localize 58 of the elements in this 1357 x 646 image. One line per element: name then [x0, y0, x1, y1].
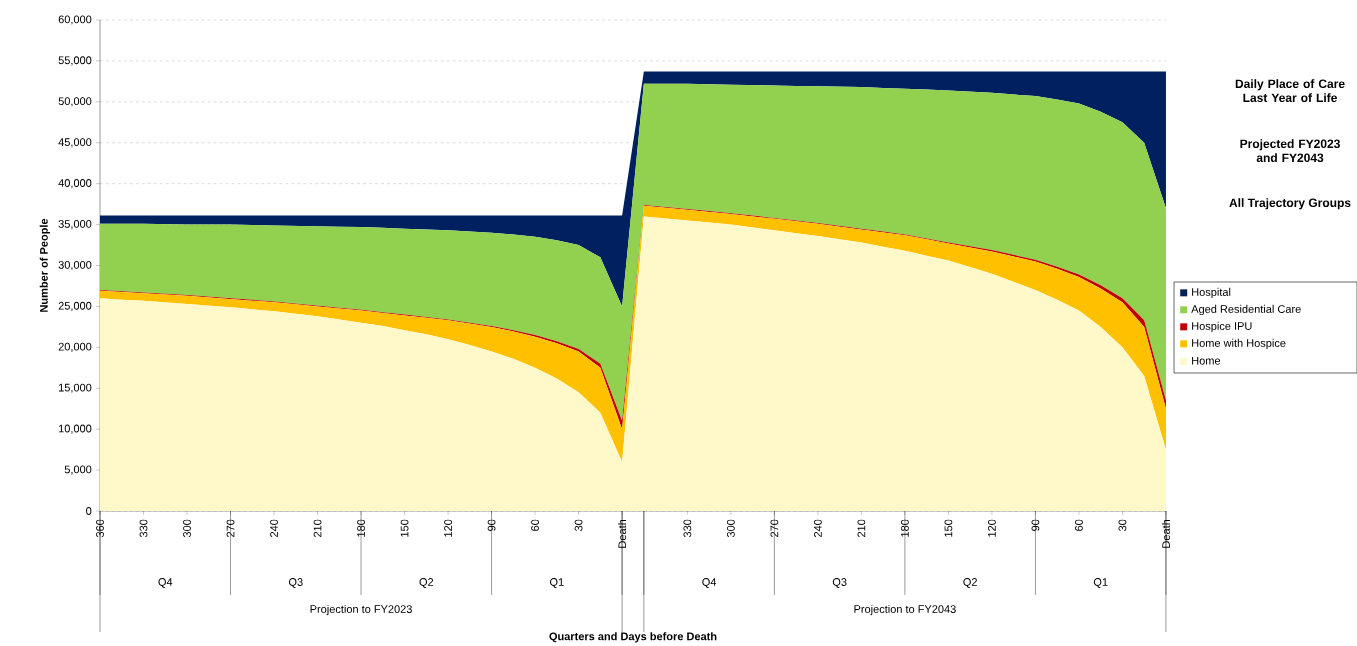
x-tick-label: 90 — [487, 519, 496, 531]
x-tick-label: Death — [618, 519, 627, 548]
text: All Trajectory Groups — [1229, 198, 1351, 210]
legend-label: Home with Hospice — [1192, 338, 1286, 350]
y-tick-label: 55,000 — [58, 56, 92, 66]
y-tick-label: 35,000 — [58, 220, 92, 230]
y-axis-title: Number of People — [39, 218, 50, 312]
y-tick-label: 5,000 — [64, 465, 92, 475]
x-tick-label: 60 — [531, 519, 539, 531]
text: Q2 — [419, 578, 434, 588]
x-tick-label: 330 — [683, 519, 692, 538]
text: Projection to FY2043 — [854, 604, 956, 616]
legend-label: Hospice IPU — [1192, 321, 1252, 333]
x-tick-label: 90 — [1031, 519, 1040, 531]
x-tick-label: 210 — [857, 519, 866, 538]
x-tick-label: 150 — [400, 519, 409, 537]
x-tick-label: 30 — [1118, 519, 1127, 532]
x-tick-label: 240 — [813, 519, 822, 538]
y-tick-label: 25,000 — [58, 301, 92, 311]
y-tick-label: 40,000 — [58, 179, 92, 189]
y-tick-label: 60,000 — [58, 15, 92, 25]
legend-label: Aged Residential Care — [1191, 304, 1301, 316]
x-tick-label: 300 — [183, 519, 191, 538]
x-tick-label: 330 — [139, 519, 148, 538]
y-tick-label: 50,000 — [58, 97, 92, 107]
text: Q4 — [158, 578, 173, 588]
x-tick-label: 270 — [770, 519, 779, 538]
text: Q1 — [550, 578, 564, 588]
text: Q4 — [702, 578, 717, 588]
x-tick-label: 360 — [96, 519, 104, 538]
legend-label: Hospital — [1192, 287, 1231, 299]
text: Q3 — [832, 578, 847, 588]
x-tick-label: 120 — [988, 519, 996, 537]
x-tick-label: 210 — [313, 519, 322, 538]
text: Q3 — [288, 578, 303, 588]
y-tick-label: 45,000 — [58, 138, 92, 148]
text: Daily Place of Care Last Year of Life — [1235, 79, 1345, 103]
y-tick-label: 0 — [86, 507, 92, 515]
y-tick-label: 10,000 — [59, 424, 92, 434]
text: Q1 — [1093, 578, 1108, 588]
text: Projection to FY2023 — [310, 604, 412, 616]
x-tick-label: 240 — [270, 519, 278, 538]
x-tick-label: 180 — [357, 519, 365, 537]
text: Quarters and Days before Death — [549, 632, 717, 643]
y-tick-label: 20,000 — [58, 342, 92, 352]
x-tick-label: 150 — [944, 519, 953, 537]
x-tick-label: 270 — [226, 519, 235, 538]
text: Q2 — [963, 578, 977, 588]
text: Projected FY2023 and FY2043 — [1240, 139, 1340, 163]
x-tick-label: 120 — [444, 519, 452, 537]
x-tick-label: 300 — [726, 519, 735, 538]
legend-label: Home — [1192, 356, 1221, 365]
x-tick-label: 180 — [901, 519, 909, 537]
x-tick-label: Death — [1161, 519, 1170, 548]
y-tick-label: 30,000 — [58, 260, 92, 271]
x-tick-label: 30 — [574, 519, 583, 532]
y-tick-label: 15,000 — [59, 383, 92, 393]
x-tick-label: 60 — [1075, 519, 1083, 531]
